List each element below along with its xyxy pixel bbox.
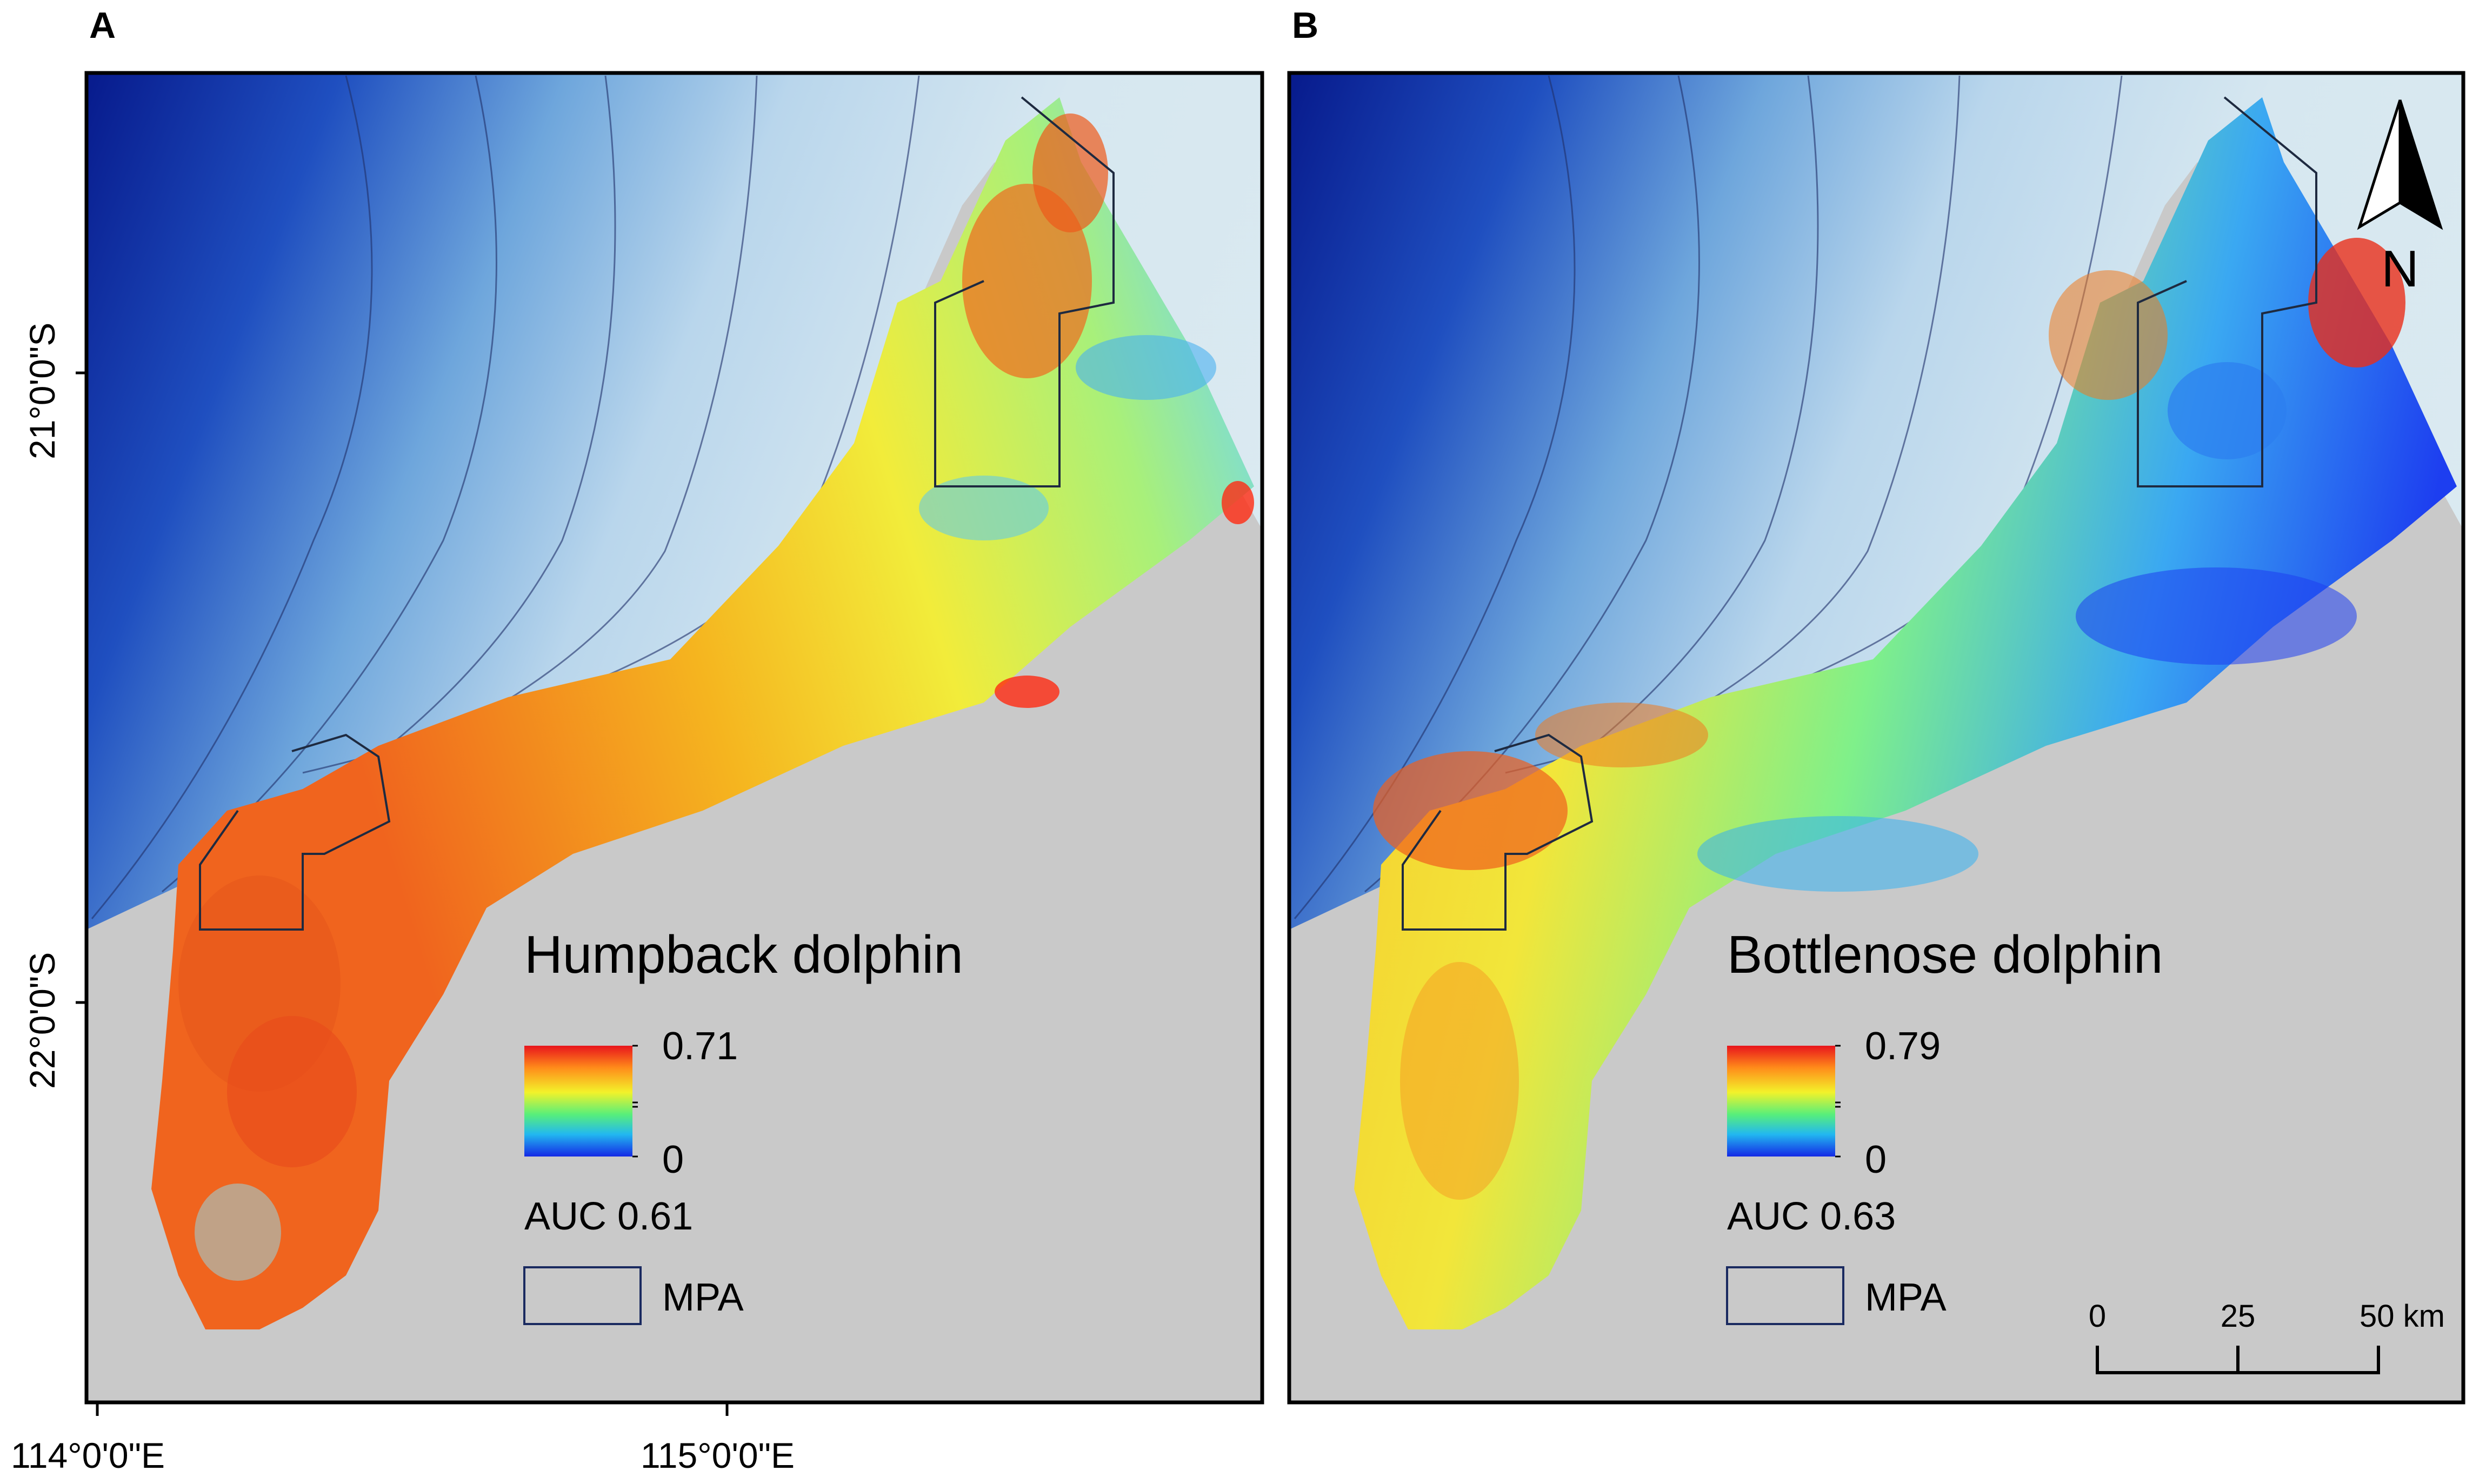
- panel-b-frame: [1287, 71, 2465, 1405]
- north-label: N: [2381, 240, 2418, 298]
- legend-humpback: Humpback dolphin 0.71 0 AUC 0.61 MPA: [523, 925, 963, 1325]
- legend-bottlenose: Bottlenose dolphin 0.79 0 AUC 0.63 MPA: [1726, 925, 2163, 1325]
- suitability-surface-humpback: [151, 97, 1254, 1329]
- auc-label: AUC 0.61: [524, 1195, 693, 1238]
- lon-tick-label-114e: 114°0'0"E: [11, 1435, 165, 1475]
- mpa-legend-label: MPA: [662, 1276, 744, 1319]
- scale-tick-0: 0: [2089, 1299, 2106, 1334]
- panel-letter-b: B: [1292, 5, 1319, 46]
- low-suitability-patches: [195, 335, 1216, 1281]
- scale-tick-50: 50 km: [2360, 1299, 2445, 1334]
- legend-max-value: 0.71: [662, 1025, 738, 1068]
- mpa-boundaries: [199, 96, 1115, 931]
- mpa-legend-swatch: [523, 1266, 642, 1325]
- scale-bar: 0 25 50 km: [2089, 1299, 2445, 1374]
- panel-b-map: [1289, 73, 2463, 1402]
- legend-colorbar: [1727, 1046, 1835, 1157]
- legend-max-value: 0.79: [1865, 1025, 1941, 1068]
- legend-min-value: 0: [662, 1138, 684, 1181]
- low-suitability-patches: [1697, 362, 2357, 892]
- legend-min-value: 0: [1865, 1138, 1887, 1181]
- lat-tick-label-22s: 22°0'0"S: [22, 952, 62, 1089]
- north-arrow: N: [2357, 99, 2443, 298]
- lat-tick-label-21s: 21°0'0"S: [22, 322, 62, 459]
- legend-colorbar: [524, 1046, 632, 1157]
- north-arrow-right-half: [2398, 99, 2443, 230]
- species-title: Bottlenose dolphin: [1727, 925, 2163, 984]
- lon-tick-label-115e: 115°0'0"E: [641, 1435, 795, 1475]
- mpa-legend-swatch: [1726, 1266, 1844, 1325]
- species-title: Humpback dolphin: [524, 925, 963, 984]
- axis-ticks: [76, 371, 729, 1416]
- suitability-hotspots: [1373, 238, 2405, 1200]
- scale-tick-25: 25: [2221, 1299, 2256, 1334]
- mpa-boundaries: [1402, 96, 2317, 931]
- mpa-legend-label: MPA: [1865, 1276, 1947, 1319]
- auc-label: AUC 0.63: [1727, 1195, 1896, 1238]
- panel-letter-a: A: [89, 5, 116, 46]
- panel-a-map: [86, 73, 1262, 1402]
